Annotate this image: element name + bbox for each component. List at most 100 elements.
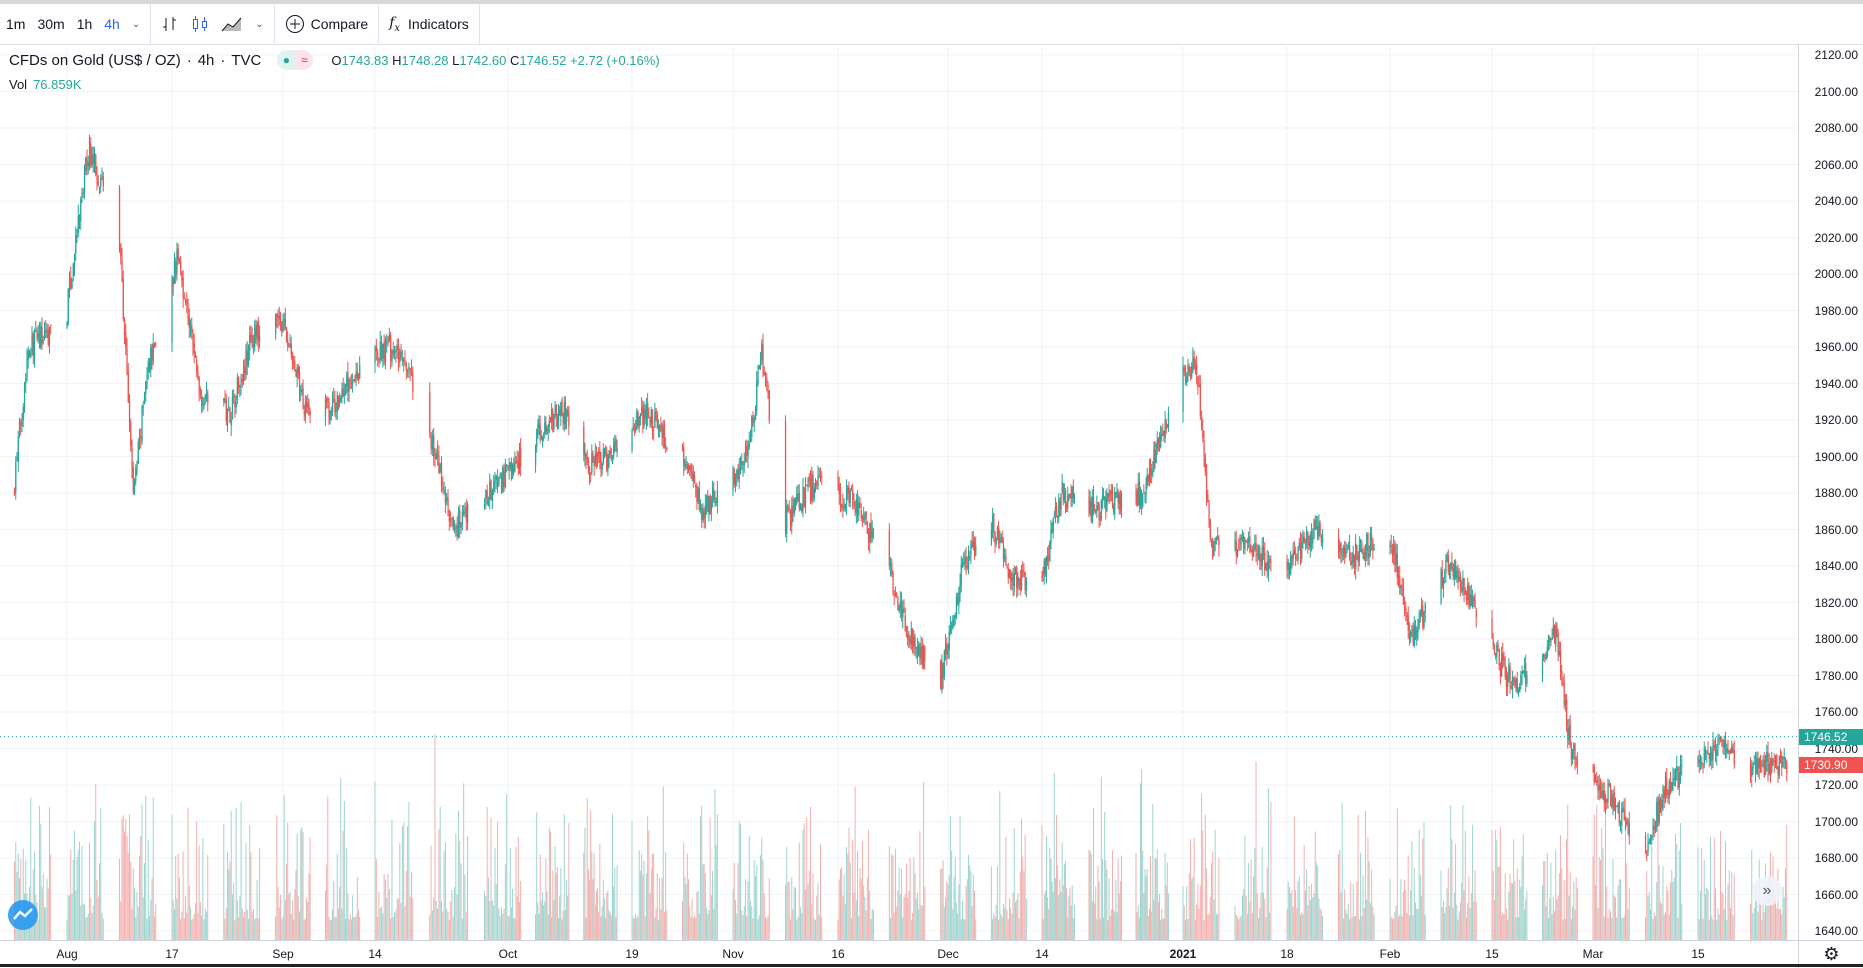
candle-body	[403, 358, 405, 363]
candle-body	[141, 405, 143, 442]
interval-1h[interactable]: 1h	[76, 16, 93, 32]
candle-body	[746, 445, 748, 456]
price-axis[interactable]: 2120.00 2100.00 2080.00 2060.00 2040.00 2020.…	[1798, 44, 1863, 940]
price-label: 2100.00	[1814, 84, 1858, 99]
candle-body	[1093, 508, 1096, 510]
candle-body	[1497, 644, 1499, 648]
candle-body	[282, 322, 284, 331]
candle-body	[1499, 662, 1502, 678]
candle-body	[747, 446, 749, 458]
settings-gear-icon[interactable]: ⚙	[1798, 940, 1863, 968]
candle-body	[1406, 613, 1408, 618]
candle-body	[1318, 521, 1320, 536]
candle-body	[807, 479, 809, 488]
candle-body	[228, 405, 230, 408]
tradingview-logo-icon[interactable]	[8, 900, 38, 930]
candle-body	[1355, 543, 1357, 569]
candle-body	[958, 592, 960, 607]
candle-body	[1757, 758, 1759, 769]
candle-body	[147, 361, 149, 372]
candle-chart-style-icon[interactable]	[185, 4, 215, 44]
interval-dropdown-chevron-icon[interactable]: ⌄	[131, 18, 141, 30]
candle-body	[353, 379, 355, 381]
area-chart-style-icon[interactable]	[215, 4, 249, 44]
price-label: 2040.00	[1814, 194, 1858, 208]
candle-body	[942, 663, 944, 679]
candle-body	[708, 497, 710, 515]
candle-body	[1778, 755, 1780, 776]
open-value: 1743.83	[341, 52, 389, 68]
chart-style-dropdown-chevron-icon[interactable]: ⌄	[255, 18, 264, 30]
candle-body	[889, 563, 892, 567]
candle-body	[455, 526, 457, 528]
candle-body	[22, 407, 24, 420]
candle-body	[1089, 501, 1091, 511]
candle-body	[943, 651, 946, 677]
candle-body	[1347, 545, 1350, 548]
candle-body	[290, 344, 292, 355]
interval-30m[interactable]: 30m	[37, 16, 65, 32]
candle-body	[1419, 612, 1422, 618]
candle-body	[429, 392, 431, 433]
candle-body	[1543, 655, 1545, 657]
candle-body	[1594, 781, 1597, 783]
candle-body	[869, 523, 871, 543]
market-status-pill[interactable]: ● ≈	[277, 50, 314, 70]
bar-chart-style-icon[interactable]	[155, 4, 185, 44]
scroll-to-realtime-button[interactable]: »	[1752, 876, 1782, 906]
candle-body	[1351, 561, 1353, 565]
candle-body	[1654, 827, 1657, 829]
price-label: 1800.00	[1814, 632, 1858, 646]
candle-body	[561, 399, 563, 415]
candle-body	[13, 490, 16, 494]
candle-body	[1523, 665, 1526, 670]
compare-button[interactable]: Compare	[279, 4, 375, 44]
interval-1m[interactable]: 1m	[6, 16, 26, 32]
time-axis[interactable]: Aug 17 Sep 14 Oct 19 Nov 16 Dec 14 2021 18 Feb 15 Mar 1…	[0, 940, 1798, 968]
candle-body	[1248, 537, 1250, 542]
candle-body	[1766, 751, 1768, 762]
candle-body	[1609, 786, 1612, 797]
candle-body	[1106, 493, 1108, 512]
candle-body	[799, 506, 802, 510]
candle-body	[1569, 724, 1571, 748]
candle-body	[1214, 537, 1216, 545]
price-label: 2000.00	[1814, 267, 1858, 281]
candle-body	[1614, 806, 1617, 812]
candle-body	[205, 391, 208, 395]
candle-body	[1658, 798, 1660, 823]
interval-4h[interactable]: 4h	[104, 16, 120, 32]
candle-body	[395, 350, 397, 353]
candle-body	[993, 513, 995, 532]
symbol-name[interactable]: CFDs on Gold (US$ / OZ)	[9, 51, 181, 69]
candle-body	[439, 463, 441, 472]
candle-body	[66, 322, 68, 328]
candle-body	[1070, 493, 1072, 498]
candle-body	[1239, 538, 1241, 546]
dot-separator: ·	[220, 51, 226, 69]
candle-body	[276, 313, 278, 318]
candle-body	[556, 416, 559, 428]
indicators-button[interactable]: fx Indicators	[383, 4, 475, 44]
candle-body	[1618, 801, 1620, 824]
candle-body	[1607, 783, 1609, 801]
candle-body	[801, 503, 803, 512]
candle-body	[502, 467, 504, 493]
candle-body	[1244, 540, 1246, 551]
candle-body	[15, 462, 17, 493]
candle-body	[1592, 765, 1594, 767]
candle-body	[1310, 531, 1313, 545]
candle-body	[1306, 531, 1308, 542]
candle-body	[193, 343, 195, 354]
candle-body	[287, 339, 289, 346]
candle-body	[1264, 552, 1266, 571]
candle-body	[998, 527, 1000, 544]
candle-body	[596, 451, 599, 458]
candle-body	[1193, 357, 1195, 370]
candle-body	[1213, 544, 1215, 556]
candle-body	[990, 529, 993, 544]
candle-body	[240, 378, 242, 385]
price-chart[interactable]	[0, 44, 1798, 940]
candle-body	[1721, 740, 1723, 742]
candle-body	[483, 500, 486, 502]
